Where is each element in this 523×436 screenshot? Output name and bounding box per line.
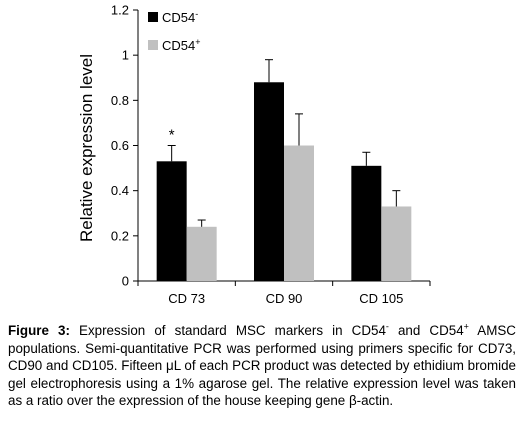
- category-labels: CD 73 CD 90 CD 105: [168, 291, 403, 306]
- y-tick-label: 1.2: [111, 3, 129, 18]
- category-label: CD 90: [266, 291, 303, 306]
- caption-label: Figure 3:: [8, 323, 70, 338]
- legend-swatch-cd54-positive: [148, 40, 158, 50]
- bar-cd90-series-0: [254, 82, 284, 282]
- legend-label-cd54-positive: CD54+: [162, 37, 201, 53]
- y-tick-label: 0.4: [111, 183, 129, 198]
- category-label: CD 105: [359, 291, 403, 306]
- y-tick-labels: 0 0.2 0.4 0.6 0.8 1 1.2: [111, 3, 129, 289]
- category-label: CD 73: [168, 291, 205, 306]
- caption-sup-1: -: [385, 321, 389, 332]
- bar-cd105-series-1: [381, 206, 412, 281]
- bar-cd73-series-1: [186, 226, 217, 281]
- y-tick-label: 0.6: [111, 138, 129, 153]
- caption-text-1: Expression of standard MSC markers in CD…: [69, 323, 386, 338]
- bar-cd73-series-0: [156, 161, 187, 281]
- y-axis-label: Relative expression level: [77, 54, 96, 242]
- legend: CD54- CD54+: [148, 9, 201, 53]
- annotations: *: [169, 127, 175, 144]
- y-tick-label: 0.2: [111, 228, 129, 243]
- caption-text-3: AMSC populations. Semi-quantitative PCR …: [8, 323, 516, 409]
- legend-swatch-cd54-negative: [148, 12, 158, 22]
- caption-text-2: and CD54: [388, 323, 464, 338]
- bar-cd105-series-0: [351, 165, 382, 281]
- figure-caption: Figure 3: Expression of standard MSC mar…: [8, 322, 516, 410]
- y-tick-label: 0: [122, 274, 129, 289]
- bar-cd90-series-1: [284, 145, 314, 281]
- error-bars: [167, 59, 401, 227]
- significance-marker: *: [169, 127, 175, 144]
- y-tick-label: 0.8: [111, 93, 129, 108]
- y-tick-label: 1: [122, 48, 129, 63]
- legend-label-cd54-negative: CD54-: [162, 9, 198, 25]
- bar-chart: 0 0.2 0.4 0.6 0.8 1 1.2 CD 73 CD 90 CD 105 * Rel…: [77, 3, 431, 306]
- caption-sup-2: +: [463, 321, 469, 332]
- bars: [156, 82, 412, 282]
